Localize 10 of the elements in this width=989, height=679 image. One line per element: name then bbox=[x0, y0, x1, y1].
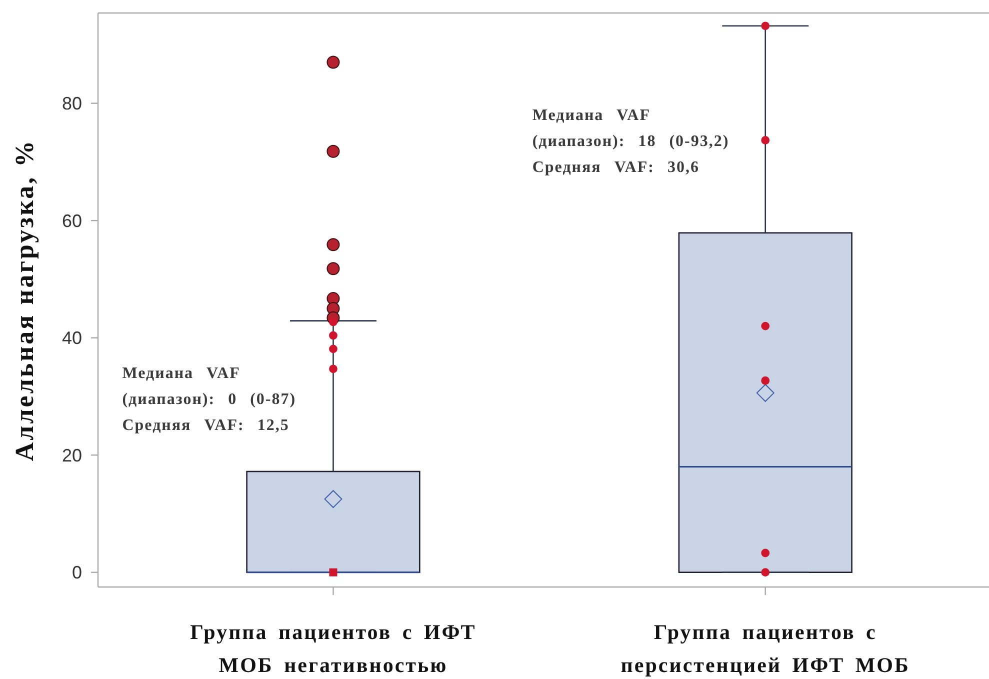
x-tick-label: Группа пациентов с персистенцией ИФТ МОБ bbox=[620, 620, 910, 677]
y-tick-label: 60 bbox=[62, 210, 82, 231]
y-tick-label: 0 bbox=[72, 562, 82, 583]
annotation: Медиана VAF (диапазон): 0 (0-87) Средняя VAF: 12,5 bbox=[122, 365, 296, 434]
x-tick-label: Группа пациентов с ИФТ МОБ негативностью bbox=[190, 620, 476, 677]
y-tick-label: 40 bbox=[62, 328, 82, 348]
y-tick-label: 80 bbox=[62, 94, 82, 114]
y-axis-title: Аллельная нагрузка, % bbox=[10, 138, 39, 462]
annotation: Медиана VAF (диапазон): 18 (0-93,2) Средняя VAF: 30,6 bbox=[532, 107, 730, 176]
y-tick-label: 20 bbox=[62, 445, 82, 466]
